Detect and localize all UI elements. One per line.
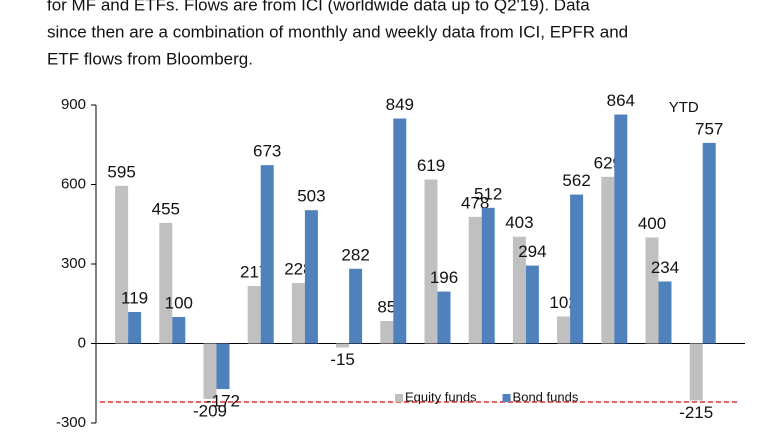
note-line: for MF and ETFs. Flows are from ICI (wor… [47, 0, 590, 14]
bar [702, 142, 716, 344]
bar [557, 316, 571, 344]
note-line: since then are a combination of monthly … [47, 22, 628, 41]
value-label: 503 [297, 187, 325, 206]
bar [216, 343, 230, 390]
bar [570, 194, 584, 344]
value-label: 512 [474, 184, 502, 203]
bar [304, 210, 318, 344]
value-label: -15 [330, 350, 355, 369]
value-label: 849 [386, 95, 414, 114]
bar [525, 265, 539, 344]
bar [614, 114, 628, 344]
value-label: 282 [341, 245, 369, 264]
value-label: 864 [607, 91, 635, 110]
y-tick-label: 600 [61, 175, 86, 192]
y-tick-label: -300 [56, 414, 86, 431]
bar [658, 281, 672, 344]
legend-swatch [395, 394, 403, 402]
value-label: 119 [121, 288, 148, 307]
legend-swatch [502, 394, 511, 402]
value-label: 478 [461, 193, 489, 212]
y-tick-label: 900 [61, 96, 86, 113]
bar [336, 343, 350, 348]
value-label: 757 [695, 119, 723, 138]
bar [645, 237, 659, 344]
bar [424, 179, 438, 344]
bar [601, 176, 615, 344]
value-label: 403 [505, 213, 533, 232]
bar [349, 268, 363, 344]
bar [380, 320, 394, 344]
bar [291, 283, 305, 344]
category-label: YTD [669, 99, 699, 116]
bar [437, 291, 451, 344]
value-label: 400 [638, 214, 666, 233]
legend-label: Bond funds [513, 389, 579, 404]
value-label: 85 [377, 297, 396, 316]
bar [128, 311, 142, 344]
value-label: 234 [651, 258, 679, 277]
value-label: -209 [193, 401, 227, 420]
bar [115, 185, 129, 344]
value-label: 619 [417, 156, 445, 175]
value-label: 595 [107, 162, 135, 181]
value-label: -172 [206, 392, 240, 411]
value-label: 196 [430, 268, 458, 287]
value-label: -215 [679, 403, 713, 422]
legend-label: Equity funds [405, 389, 477, 404]
bar [247, 285, 261, 344]
y-tick-label: 0 [78, 334, 86, 351]
bar [689, 343, 703, 401]
bar [481, 207, 495, 344]
note-line: ETF flows from Bloomberg. [47, 49, 253, 68]
value-label: 294 [518, 242, 546, 261]
y-tick-label: 300 [61, 255, 86, 272]
value-label: 455 [152, 199, 180, 218]
bar [512, 236, 526, 344]
bar [468, 216, 482, 344]
bar [393, 118, 407, 344]
value-label: 562 [562, 171, 590, 190]
value-label: 100 [165, 293, 193, 312]
bar [260, 165, 274, 344]
bar [203, 343, 217, 399]
bar [172, 317, 186, 344]
value-label: 673 [253, 142, 281, 161]
bar [159, 222, 173, 344]
